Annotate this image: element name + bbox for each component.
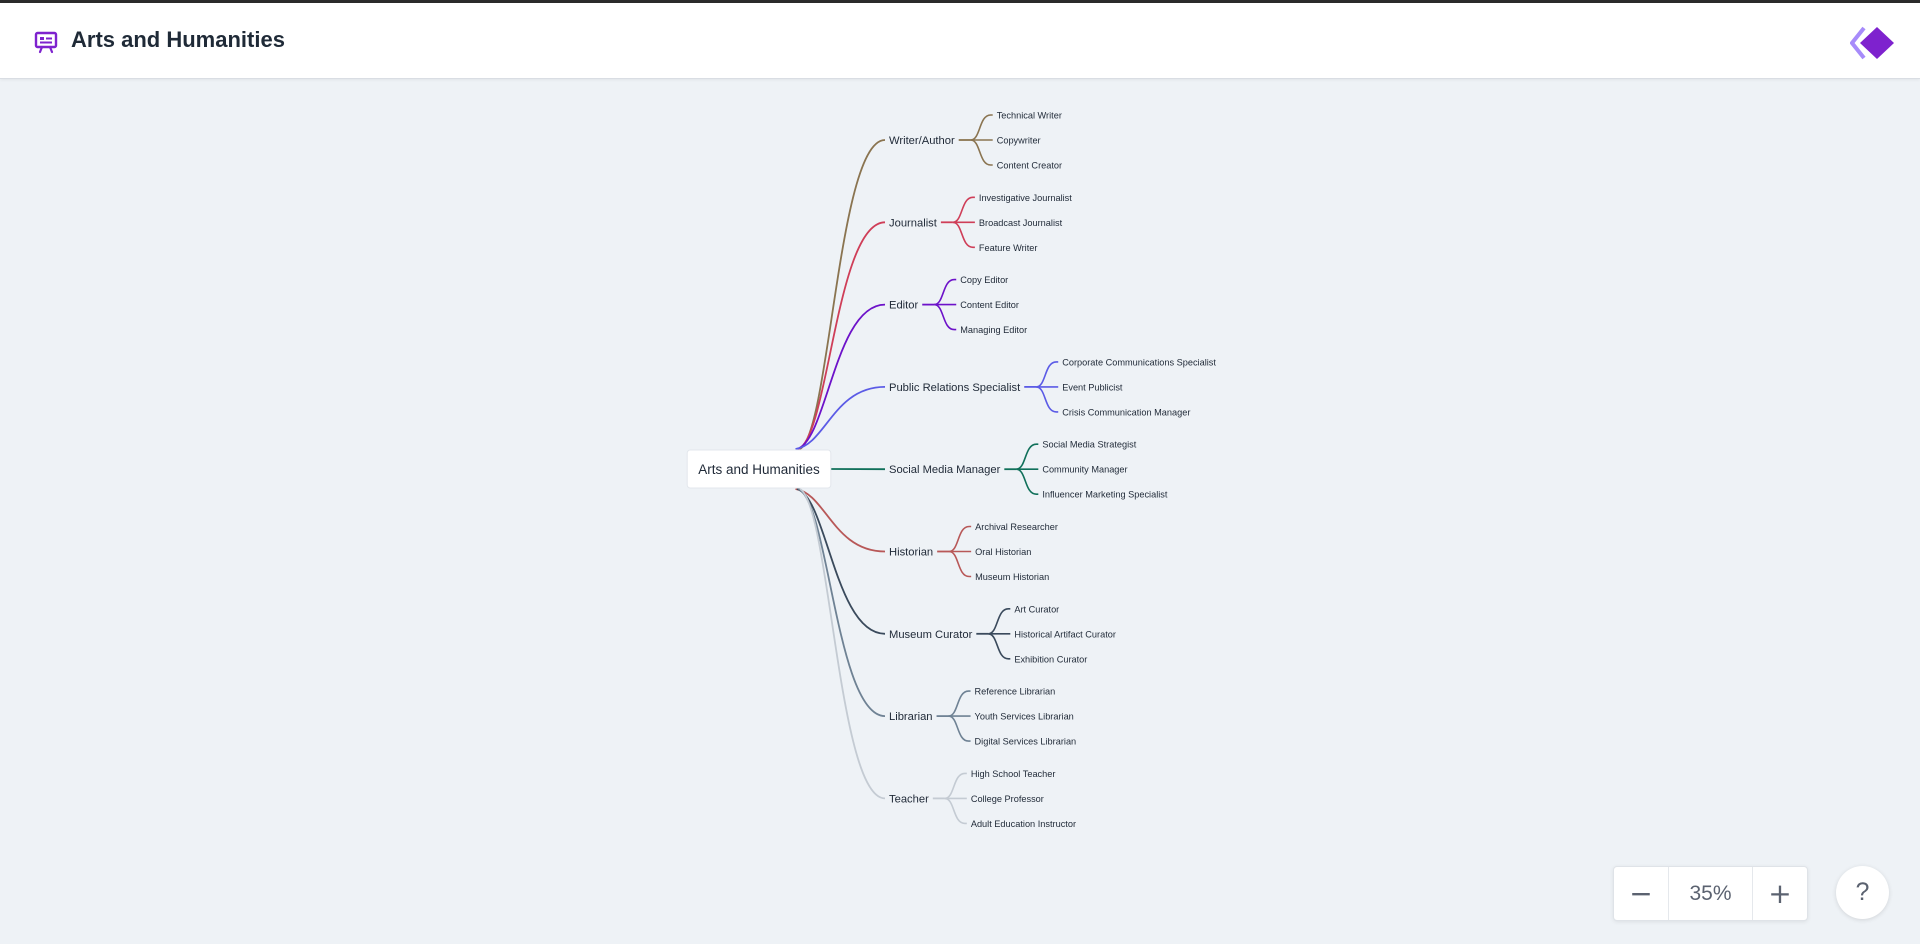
child-label[interactable]: Community Manager <box>1042 465 1127 475</box>
root-label: Arts and Humanities <box>698 462 820 477</box>
child-label[interactable]: Copy Editor <box>960 275 1008 285</box>
diamond-logo-icon <box>1849 25 1896 61</box>
child-label[interactable]: Event Publicist <box>1062 382 1123 392</box>
root-node-box <box>686 449 832 489</box>
child-link <box>944 772 967 800</box>
branch-label[interactable]: Writer/Author <box>889 135 955 147</box>
child-link <box>988 633 1011 660</box>
child-link <box>944 797 967 825</box>
mindmap-branch: Librarian Reference Librarian Youth Servic… <box>889 687 1076 747</box>
mindmap-branch: Historian Archival Researcher Oral Histori… <box>889 522 1058 582</box>
branch-link <box>799 488 886 800</box>
branch-label[interactable]: Historian <box>889 547 933 559</box>
zoom-out-button[interactable]: − <box>1629 877 1653 910</box>
mindmap-branch: Teacher High School Teacher College Profes… <box>889 769 1076 829</box>
mindmap-branch: Public Relations Specialist Corporate Com… <box>889 357 1216 417</box>
window-top-border <box>0 0 1920 3</box>
mindmap-links <box>795 139 886 800</box>
mindmap-branch: Editor Copy Editor Content Editor Managing … <box>889 275 1027 335</box>
zoom-in-button[interactable]: + <box>1768 877 1792 910</box>
child-link <box>1035 361 1059 388</box>
child-link <box>934 278 957 306</box>
child-label[interactable]: Digital Services Librarian <box>975 737 1077 747</box>
branch-label[interactable]: Librarian <box>889 711 933 723</box>
child-label[interactable]: Influencer Marketing Specialist <box>1042 490 1168 500</box>
branch-label[interactable]: Teacher <box>889 793 929 805</box>
page-title: Arts and Humanities <box>71 27 285 52</box>
child-label[interactable]: Historical Artifact Curator <box>1014 629 1116 639</box>
child-label[interactable]: Crisis Communication Manager <box>1062 407 1190 417</box>
child-link <box>948 690 971 717</box>
root-node[interactable]: Arts and Humanities <box>686 449 832 489</box>
child-link <box>952 221 975 249</box>
child-label[interactable]: Museum Historian <box>975 572 1049 582</box>
child-label[interactable]: Feature Writer <box>979 243 1038 253</box>
child-label[interactable]: Investigative Journalist <box>979 193 1072 203</box>
child-label[interactable]: Adult Education Instructor <box>971 819 1076 829</box>
child-label[interactable]: Exhibition Curator <box>1014 654 1087 664</box>
branch-link <box>799 139 886 450</box>
child-label[interactable]: Reference Librarian <box>975 687 1056 697</box>
child-link <box>1016 468 1039 495</box>
child-label[interactable]: Content Editor <box>960 300 1019 310</box>
child-label[interactable]: Broadcast Journalist <box>979 218 1063 228</box>
zoom-controls: − 35% + <box>1613 866 1808 921</box>
child-link <box>1016 443 1039 470</box>
child-label[interactable]: Copywriter <box>997 136 1041 146</box>
branch-label[interactable]: Journalist <box>889 217 938 229</box>
child-label[interactable]: Managing Editor <box>960 325 1027 335</box>
mindmap-branch: Social Media Manager Social Media Strateg… <box>889 440 1168 500</box>
child-label[interactable]: Content Creator <box>997 161 1062 171</box>
branch-label[interactable]: Editor <box>889 300 918 312</box>
mindmap-branch: Writer/Author Technical Writer Copywriter C… <box>889 111 1062 171</box>
branch-link <box>796 488 886 635</box>
mindmap-branch: Museum Curator Art Curator Historical Arti… <box>889 604 1116 664</box>
child-link <box>970 114 993 141</box>
mindmap-canvas[interactable]: Writer/Author Technical Writer Copywriter C… <box>0 79 1920 944</box>
child-link <box>948 715 971 742</box>
child-link <box>948 550 972 578</box>
app-header: Arts and Humanities <box>0 3 1920 79</box>
child-link <box>948 525 972 553</box>
child-link <box>1035 386 1059 413</box>
presentation-board-icon[interactable] <box>34 30 58 54</box>
branch-label[interactable]: Social Media Manager <box>889 464 1001 476</box>
branch-label[interactable]: Museum Curator <box>889 629 973 641</box>
child-link <box>934 303 957 331</box>
mindmap-branch: Journalist Investigative Journalist Broadc… <box>889 193 1072 253</box>
child-label[interactable]: Social Media Strategist <box>1042 440 1136 450</box>
branch-link <box>796 303 886 450</box>
child-link <box>952 196 975 224</box>
child-link <box>970 139 993 166</box>
child-label[interactable]: Technical Writer <box>997 111 1062 121</box>
child-label[interactable]: Corporate Communications Specialist <box>1062 357 1216 367</box>
child-label[interactable]: Art Curator <box>1014 604 1059 614</box>
help-button[interactable]: ? <box>1836 866 1889 919</box>
child-label[interactable]: Youth Services Librarian <box>975 712 1074 722</box>
branch-link <box>798 221 886 450</box>
child-label[interactable]: High School Teacher <box>971 769 1056 779</box>
child-label[interactable]: Archival Researcher <box>975 522 1058 532</box>
child-link <box>988 608 1011 635</box>
child-label[interactable]: College Professor <box>971 794 1044 804</box>
branch-link <box>795 488 886 553</box>
branch-label[interactable]: Public Relations Specialist <box>889 382 1021 394</box>
branch-link <box>795 386 886 450</box>
zoom-level: 35% <box>1668 867 1753 920</box>
child-label[interactable]: Oral Historian <box>975 547 1031 557</box>
